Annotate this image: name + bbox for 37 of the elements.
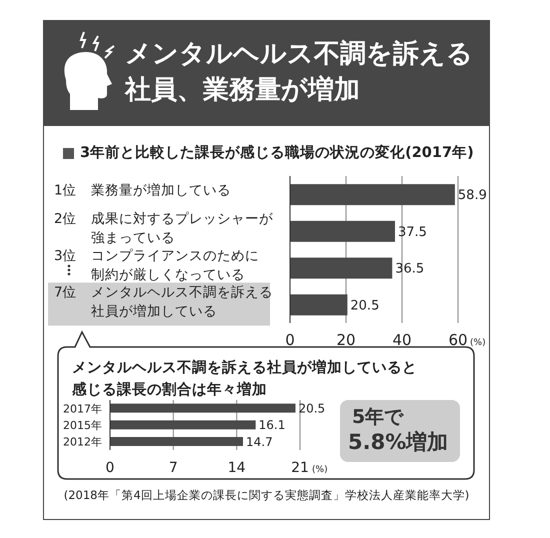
data-label: 58.9 [458,188,487,204]
y-tick-label: 2012年 [63,436,102,449]
x-tick-label: 7 [168,460,178,476]
bar [110,404,296,413]
data-label: 20.5 [298,401,326,416]
bar [110,420,256,430]
bar [290,220,395,242]
y-tick-label: 3位 コンプライアンスのために制約が厳しくなっている [54,248,259,283]
x-axis-title: (%) [312,465,328,475]
x-tick-label: 20 [336,331,356,349]
chart-subtitle: 3年前と比較した課長が感じる職場の状況の変化(2017年) [80,143,474,162]
data-label: 20.5 [350,298,380,314]
bar [110,437,243,446]
x-tick-label: 0 [285,331,295,349]
chart-title: メンタルヘルス不調を訴える社員が増加していると感じる課長の割合は年々増加 [72,358,417,400]
y-tick-label: 7位 メンタルヘルス不調を訴える社員が増加している [54,284,273,320]
data-label: 14.7 [246,434,273,449]
x-tick-label: 21 [291,460,309,476]
text: 5.8%増加 [348,429,448,456]
x-tick-label: 0 [106,460,114,476]
x-axis-title: (%) [470,338,486,348]
bar [290,294,348,316]
text: (2018年「第4回上場企業の課長に関する実態調査」学校法人産業能率大学) [62,488,470,503]
x-tick-label: 60 [448,331,468,349]
y-tick-label: 2015年 [63,419,102,432]
x-tick-label: 40 [392,331,412,349]
chart-title: メンタルヘルス不調を訴える社員、業務量が増加 [125,38,474,107]
bar [290,184,455,206]
text: 5年で [352,405,404,430]
y-tick-label: 2017年 [63,402,102,416]
data-label: 16.1 [258,418,286,432]
data-label: 36.5 [395,262,424,277]
y-tick-label: 1位 業務量が増加している [54,181,231,198]
data-label: 37.5 [398,224,427,240]
y-tick-label: 2位 成果に対するプレッシャーが強まっている [54,211,274,246]
bar [290,258,392,279]
x-tick-label: 14 [228,460,246,476]
